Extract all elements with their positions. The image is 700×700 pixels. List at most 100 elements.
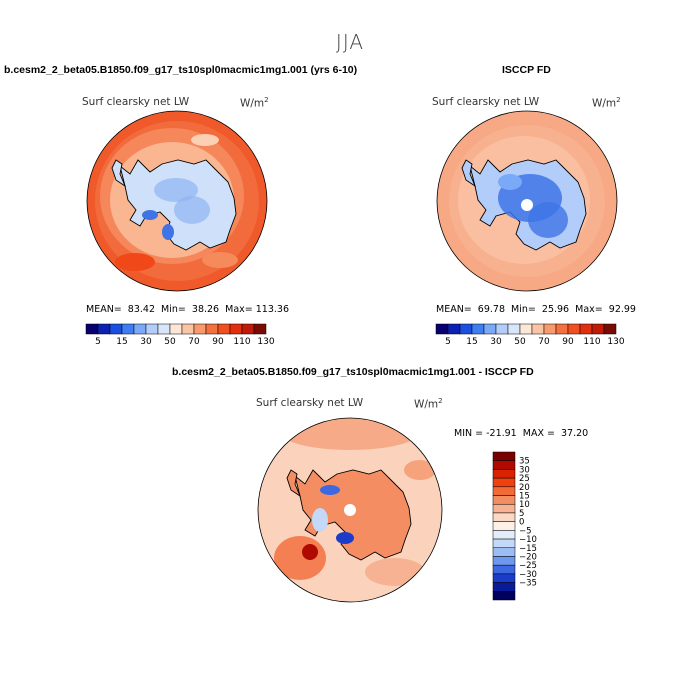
model-map-border — [86, 110, 268, 292]
obs-colorbar-box — [447, 323, 461, 335]
obs-colorbar-box — [519, 323, 533, 335]
model-variable-label: Surf clearsky net LW — [82, 96, 190, 108]
obs-colorbar-label: 5 — [445, 337, 451, 347]
model-colorbar-box — [121, 323, 135, 335]
diff-colorbar-box — [492, 573, 516, 583]
obs-colorbar: 5 15 30 50 70 90 110 130 — [435, 323, 625, 347]
obs-colorbar-box — [471, 323, 485, 335]
model-colorbar-label: 110 — [233, 337, 250, 347]
model-colorbar-label: 15 — [116, 337, 127, 347]
model-colorbar-box — [241, 323, 255, 335]
diff-colorbar-box — [492, 521, 516, 531]
model-colorbar-label: 130 — [257, 337, 274, 347]
diff-colorbar-label: 30 — [519, 465, 530, 475]
diff-colorbar-label: −25 — [519, 561, 537, 571]
figure-title: JJA — [335, 30, 365, 54]
diff-colorbar-label: 35 — [519, 457, 530, 467]
diff-colorbar-label: −35 — [519, 579, 537, 589]
model-colorbar-label: 70 — [188, 337, 200, 347]
obs-map — [436, 110, 618, 292]
diff-colorbar-label: 5 — [519, 509, 524, 519]
diff-stats: MIN = -21.91 MAX = 37.20 — [454, 428, 589, 439]
diff-colorbar-label: −15 — [519, 544, 537, 554]
model-colorbar-label: 30 — [140, 337, 152, 347]
diff-colorbar-box — [492, 451, 516, 461]
diff-colorbar-box — [492, 460, 516, 470]
obs-colorbar-box — [435, 323, 449, 335]
diff-colorbar-label: 10 — [519, 500, 530, 510]
model-stats: MEAN= 83.42 Min= 38.26 Max= 113.36 — [86, 304, 289, 315]
obs-stats: MEAN= 69.78 Min= 25.96 Max= 92.99 — [436, 304, 636, 315]
diff-pole-hole — [344, 504, 356, 516]
model-colorbar-box — [229, 323, 243, 335]
obs-colorbar-label: 30 — [490, 337, 502, 347]
obs-colorbar-label: 110 — [583, 337, 600, 347]
model-colorbar-label: 50 — [164, 337, 176, 347]
obs-colorbar-box — [579, 323, 593, 335]
diff-colorbar-label: −5 — [519, 526, 532, 536]
model-colorbar-box — [205, 323, 219, 335]
diff-colorbar-box — [492, 503, 516, 514]
diff-colorbar-box — [492, 469, 516, 479]
diff-colorbar-box — [492, 556, 516, 566]
model-colorbar-box — [217, 323, 231, 335]
diff-colorbar-label: 20 — [519, 483, 530, 493]
diff-case-title: b.cesm2_2_beta05.B1850.f09_g17_ts10spl0m… — [172, 366, 534, 378]
diff-colorbar-box — [492, 512, 516, 522]
model-colorbar-box — [253, 323, 267, 335]
diff-colorbar-box — [492, 538, 516, 549]
obs-colorbar-box — [531, 323, 545, 335]
diff-units-label: W/m2 — [414, 397, 443, 411]
model-colorbar-box — [169, 323, 183, 335]
model-colorbar-box — [133, 323, 147, 335]
model-colorbar-box — [145, 323, 159, 335]
diff-colorbar-label: −30 — [519, 570, 537, 580]
obs-colorbar-box — [483, 323, 497, 335]
obs-colorbar-box — [495, 323, 509, 335]
diff-colorbar-box — [492, 530, 516, 540]
model-colorbar-box — [157, 323, 171, 335]
obs-colorbar-box — [555, 323, 569, 335]
obs-map-border — [436, 110, 618, 292]
model-colorbar-label: 5 — [95, 337, 101, 347]
obs-colorbar-box — [591, 323, 605, 335]
model-colorbar: 5 15 30 50 70 90 110 130 — [85, 323, 275, 347]
obs-variable-label: Surf clearsky net LW — [432, 96, 540, 108]
diff-colorbar-label: 15 — [519, 492, 530, 502]
diff-colorbar-box — [492, 477, 516, 488]
diff-colorbar-box — [492, 486, 516, 496]
obs-colorbar-box — [459, 323, 473, 335]
obs-colorbar-box — [603, 323, 617, 335]
diff-colorbar-box — [492, 591, 516, 601]
obs-colorbar-box — [507, 323, 521, 335]
diff-variable-label: Surf clearsky net LW — [256, 397, 364, 409]
model-units-label: W/m2 — [240, 96, 269, 110]
diff-colorbar-label: 25 — [519, 474, 530, 484]
diff-map — [257, 417, 443, 603]
diff-map-border — [257, 417, 443, 603]
model-case-title: b.cesm2_2_beta05.B1850.f09_g17_ts10spl0m… — [4, 64, 358, 76]
model-colorbar-box — [109, 323, 123, 335]
diff-colorbar-box — [492, 547, 516, 557]
model-colorbar-box — [85, 323, 99, 335]
model-map — [86, 110, 268, 292]
obs-colorbar-label: 50 — [514, 337, 526, 347]
diff-colorbar-box — [492, 582, 516, 592]
model-colorbar-box — [193, 323, 207, 335]
diff-colorbar-box — [492, 495, 516, 505]
obs-colorbar-label: 130 — [607, 337, 624, 347]
model-colorbar-label: 90 — [212, 337, 224, 347]
obs-colorbar-box — [543, 323, 557, 335]
obs-colorbar-label: 70 — [538, 337, 550, 347]
model-colorbar-box — [97, 323, 111, 335]
obs-colorbar-label: 15 — [466, 337, 477, 347]
diff-colorbar-box — [492, 564, 516, 575]
obs-pole-hole — [521, 199, 533, 211]
diff-colorbar-label: −10 — [519, 535, 537, 545]
diff-colorbar-label: −20 — [519, 552, 537, 562]
obs-case-title: ISCCP FD — [502, 64, 551, 76]
obs-units-label: W/m2 — [592, 96, 621, 110]
model-colorbar-box — [181, 323, 195, 335]
